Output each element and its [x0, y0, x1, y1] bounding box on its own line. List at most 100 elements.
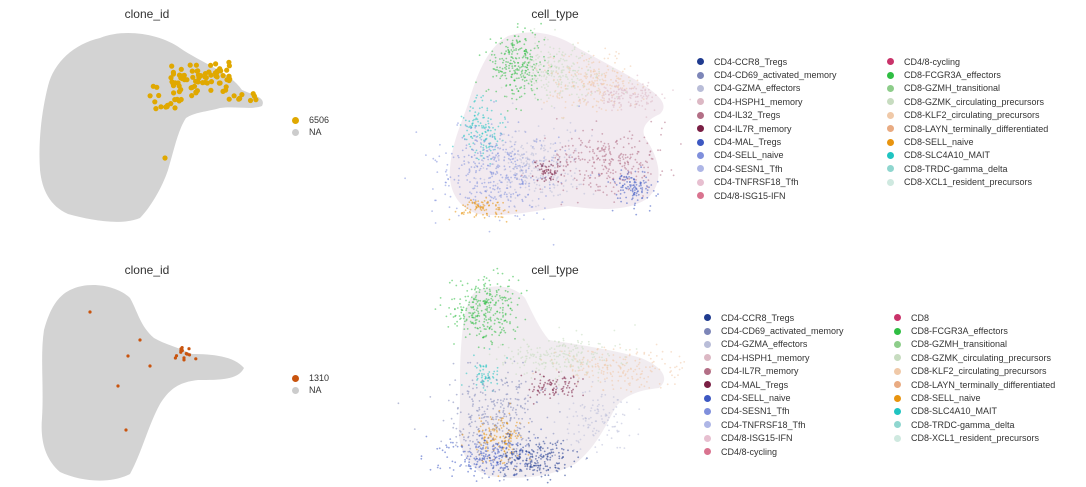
cell-point: [525, 355, 528, 358]
cell-point: [484, 312, 487, 315]
cell-point: [488, 194, 491, 197]
cell-point: [510, 452, 513, 455]
cell-point: [537, 445, 540, 448]
cell-point: [517, 391, 519, 394]
cell-point: [625, 356, 628, 358]
cell-point: [678, 368, 681, 371]
cell-point: [533, 433, 535, 436]
clone-cell-point: [170, 83, 177, 89]
cell-point: [501, 133, 503, 136]
cell-point: [611, 69, 614, 72]
cell-point: [598, 175, 600, 178]
cell-point: [568, 408, 571, 410]
cell-point: [538, 40, 540, 43]
cell-point: [470, 414, 473, 417]
cell-point: [557, 194, 559, 197]
cell-point: [552, 57, 555, 60]
cell-point: [490, 99, 492, 102]
cell-point: [603, 97, 605, 100]
cell-point: [481, 459, 483, 461]
cell-point: [463, 323, 466, 326]
legend-label: CD8-LAYN_terminally_differentiated: [904, 123, 1049, 134]
cell-point: [482, 300, 485, 302]
cell-point: [559, 148, 562, 151]
cell-point: [499, 406, 502, 408]
cell-point: [481, 106, 483, 109]
cell-point: [492, 466, 495, 469]
cell-point: [467, 390, 470, 393]
cell-point: [587, 63, 590, 66]
cell-point: [522, 169, 524, 172]
cell-point: [576, 347, 579, 349]
cell-point: [508, 205, 511, 208]
cell-point: [558, 455, 561, 458]
cell-point: [628, 176, 630, 178]
cell-point: [502, 424, 505, 426]
cell-point: [511, 180, 513, 183]
cell-point: [473, 354, 475, 357]
cell-point: [496, 201, 499, 204]
cell-point: [605, 71, 608, 74]
cell-point: [469, 125, 472, 127]
legend-entry: CD8-GZMK_circulating_precursors: [887, 95, 1048, 108]
cell-point: [502, 210, 505, 212]
cell-point: [476, 433, 479, 436]
clone-cell-point: [231, 93, 237, 99]
cell-point: [489, 434, 491, 437]
cell-point: [573, 345, 576, 348]
cell-point: [645, 187, 647, 190]
cell-point: [647, 179, 650, 182]
cell-point: [529, 64, 532, 67]
cell-point: [466, 207, 469, 210]
cell-point: [476, 181, 479, 184]
cell-point: [475, 81, 477, 84]
cell-point: [587, 101, 589, 103]
cell-point: [678, 355, 681, 358]
legend-entry: CD8-GZMH_transitional: [887, 82, 1048, 95]
cell-point: [465, 319, 468, 322]
cell-point: [526, 51, 529, 54]
cell-point: [522, 172, 525, 174]
cell-point: [539, 382, 542, 385]
cell-point: [525, 151, 528, 153]
cell-point: [649, 91, 652, 94]
cell-point: [444, 181, 447, 184]
cell-point: [526, 463, 528, 466]
cell-point: [547, 379, 550, 382]
cell-point: [450, 417, 453, 420]
cell-point: [614, 85, 616, 88]
cell-point: [598, 150, 601, 153]
cell-point: [518, 380, 520, 382]
cell-point: [475, 130, 478, 133]
cell-point: [584, 98, 587, 101]
cell-point: [464, 138, 466, 141]
cell-point: [664, 362, 666, 365]
cell-point: [609, 151, 611, 153]
cell-point: [584, 420, 587, 422]
cell-point: [485, 185, 488, 188]
cell-point: [479, 465, 482, 467]
cell-point: [503, 473, 506, 475]
cell-point: [506, 38, 509, 41]
cell-point: [486, 408, 489, 410]
cell-point: [487, 436, 490, 439]
legend-label: CD8-FCGR3A_effectors: [911, 326, 1008, 337]
cell-point: [516, 88, 518, 90]
cell-point: [494, 446, 497, 449]
cell-point: [490, 118, 492, 121]
cell-point: [472, 187, 474, 190]
cell-point: [566, 129, 569, 132]
cell-point: [623, 191, 626, 194]
cell-point: [480, 420, 483, 423]
cell-point: [509, 200, 512, 202]
cell-point: [501, 302, 504, 305]
cell-point: [487, 120, 489, 122]
cell-point: [582, 183, 585, 186]
cell-point: [622, 363, 624, 366]
cell-point: [622, 89, 625, 92]
cell-point: [549, 478, 552, 481]
cell-point: [499, 307, 502, 309]
cell-point: [592, 434, 594, 436]
cell-point: [510, 301, 513, 304]
cell-point: [543, 442, 546, 445]
